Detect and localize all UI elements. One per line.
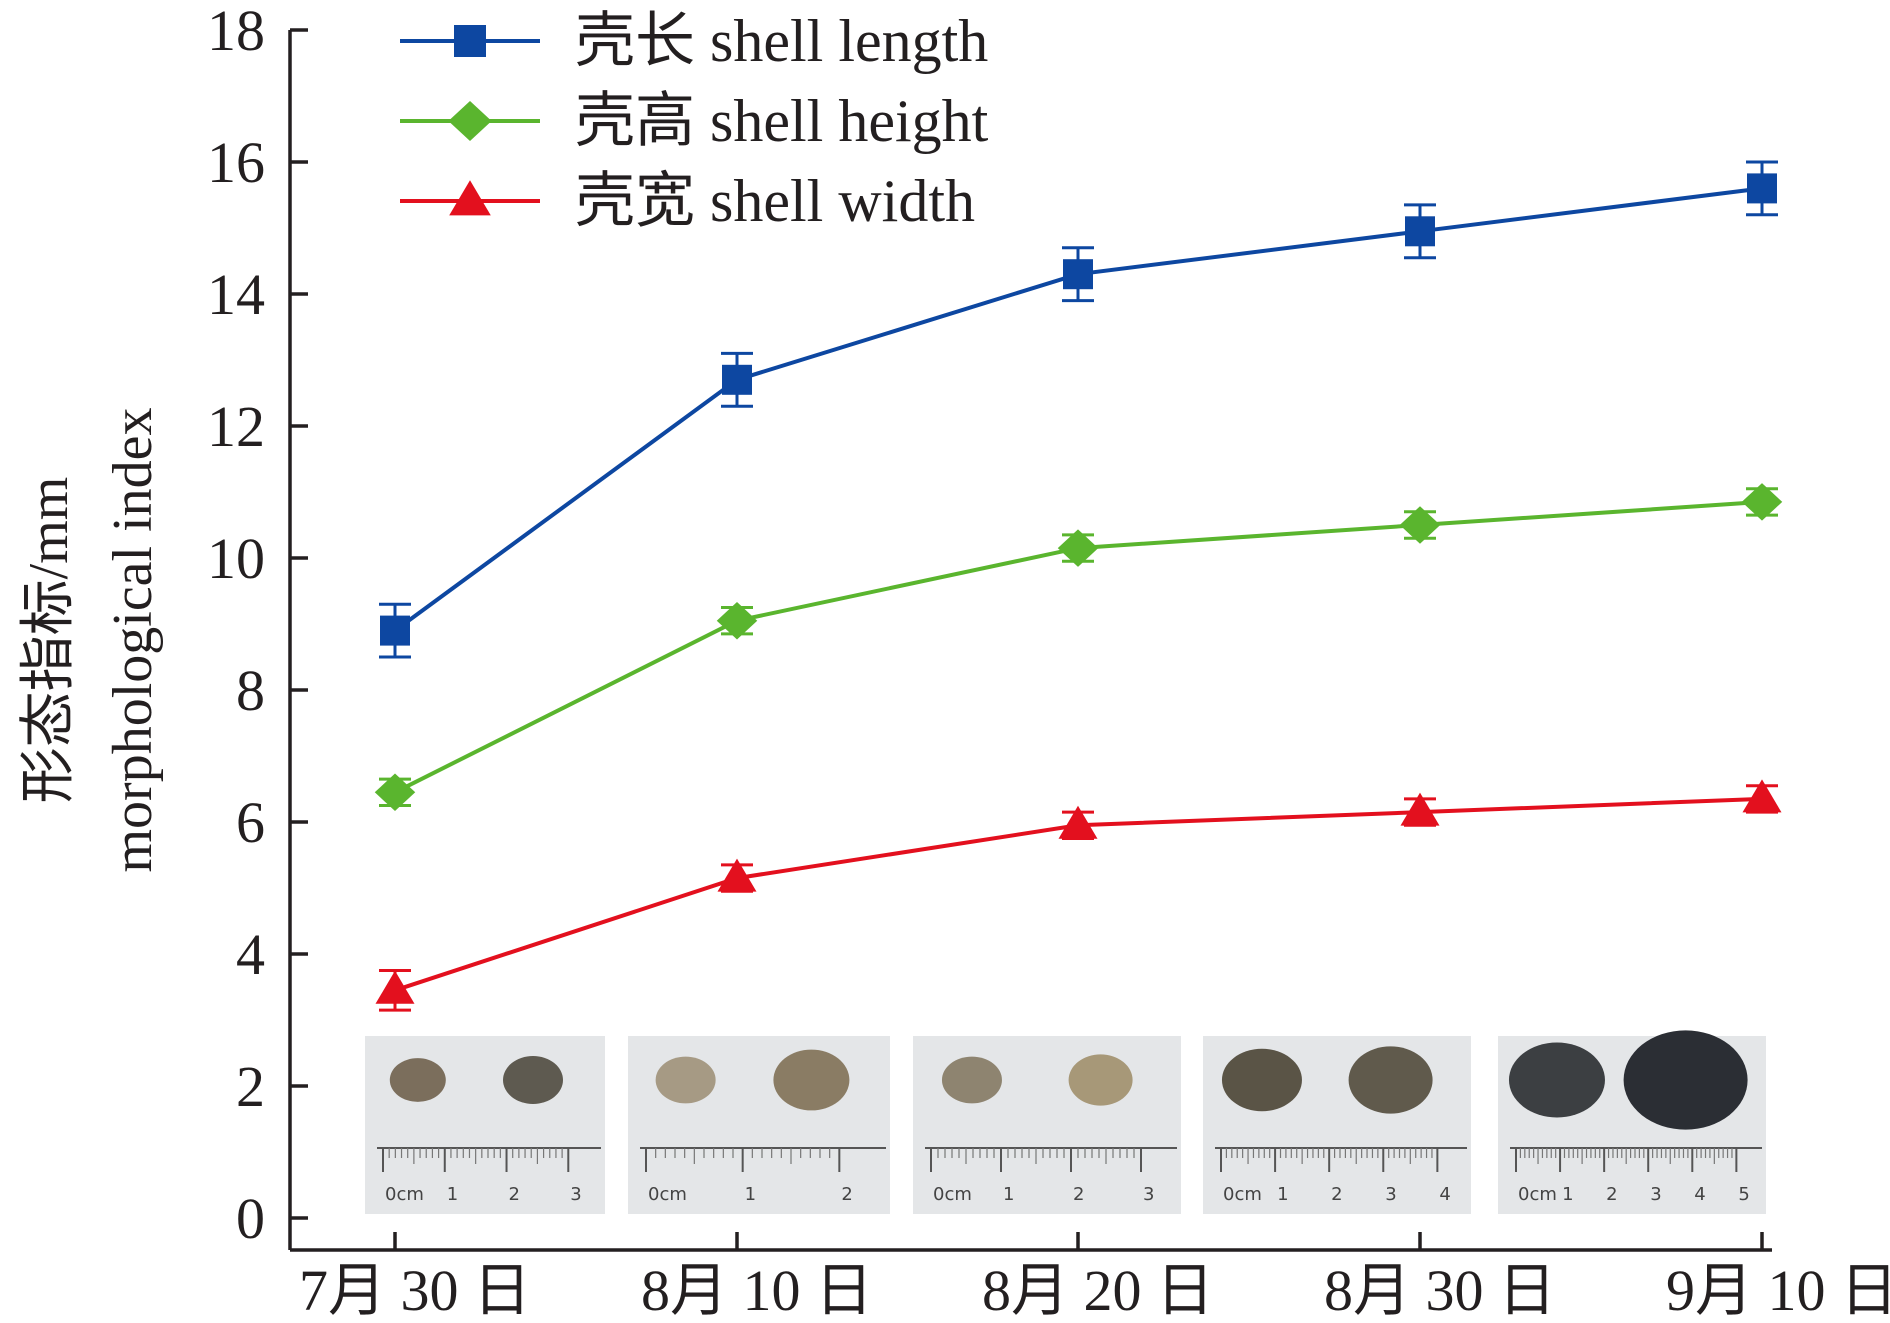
ruler-label: 3 [1650, 1184, 1661, 1205]
data-point-diamond [1741, 483, 1783, 521]
ruler-label: 4 [1694, 1184, 1705, 1205]
ruler-label: 1 [1277, 1184, 1288, 1205]
shell-photo: 0cm 1 2 3 4 5 [1498, 1030, 1766, 1214]
ruler-label: 2 [1606, 1184, 1617, 1205]
shell-image [1623, 1030, 1748, 1130]
data-point-diamond [1399, 506, 1441, 544]
data-point-square [1063, 259, 1093, 290]
shell-image [941, 1056, 1002, 1104]
ruler-label: 1 [1003, 1184, 1014, 1205]
data-point-triangle [449, 180, 491, 216]
y-tick-label: 14 [207, 262, 265, 327]
y-tick-label: 4 [236, 922, 265, 987]
ruler-label: 1 [1562, 1184, 1573, 1205]
ruler-label: 4 [1439, 1184, 1450, 1205]
shell-photos: 0cm 1 2 3 0cm 1 2 0cm 1 2 3 0cm 1 2 3 4 0cm 1 2 3 4 5 [365, 1030, 1766, 1214]
x-tick-label: 8月 30 日 [1324, 1258, 1556, 1323]
data-point-square [1405, 216, 1435, 247]
y-tick-label: 8 [236, 658, 265, 723]
legend-item: 壳长 shell length [400, 8, 988, 74]
data-point-triangle [717, 858, 757, 892]
legend-label: 壳长 shell length [575, 8, 988, 74]
shell-image [1068, 1054, 1133, 1106]
data-point-triangle [1400, 792, 1440, 826]
data-point-square [1747, 173, 1777, 204]
ruler-label: 1 [447, 1184, 458, 1205]
ruler-label: 2 [1073, 1184, 1084, 1205]
shell-image [773, 1049, 850, 1111]
shell-image [655, 1056, 716, 1104]
shell-image [1508, 1042, 1605, 1118]
ruler-label: 3 [1385, 1184, 1396, 1205]
data-point-diamond [716, 601, 758, 640]
y-tick-label: 12 [207, 394, 265, 459]
shell-photo: 0cm 1 2 3 4 [1203, 1036, 1471, 1214]
y-axis-title-cn: 形态指标/mm [18, 477, 80, 804]
x-tick-label: 8月 10 日 [641, 1258, 873, 1323]
shell-image [503, 1056, 563, 1104]
legend: 壳长 shell length 壳高 shell height 壳宽 shell w… [400, 8, 989, 234]
ruler-label: 1 [745, 1184, 756, 1205]
x-tick-label: 7月 30 日 [299, 1258, 531, 1323]
shell-image [1221, 1048, 1302, 1112]
shell-photo: 0cm 1 2 3 [365, 1036, 605, 1214]
data-point-square [380, 615, 410, 646]
ruler-label: 0cm [1518, 1184, 1557, 1205]
data-point-diamond [448, 101, 492, 141]
legend-label: 壳高 shell height [575, 88, 989, 154]
legend-item: 壳高 shell height [400, 88, 989, 154]
series-square [379, 160, 1778, 659]
legend-item: 壳宽 shell width [400, 168, 975, 234]
shell-photo: 0cm 1 2 [628, 1036, 890, 1214]
y-tick-label: 0 [236, 1186, 265, 1251]
legend-label: 壳宽 shell width [575, 168, 975, 234]
ruler-label: 0cm [385, 1184, 424, 1205]
y-tick-label: 16 [207, 130, 265, 195]
series-layer [374, 160, 1783, 1012]
shell-image [1348, 1046, 1433, 1114]
x-tick-label: 9月 10 日 [1666, 1258, 1890, 1323]
data-point-diamond [374, 773, 416, 812]
y-tick-label: 6 [236, 790, 265, 855]
ruler-label: 0cm [648, 1184, 687, 1205]
shell-image [389, 1058, 446, 1102]
y-ticks: 0 2 4 6 8 10 12 14 16 18 [207, 0, 308, 1251]
ruler-label: 2 [509, 1184, 520, 1205]
data-point-triangle [1742, 779, 1782, 813]
x-tick-label: 8月 20 日 [982, 1258, 1214, 1323]
y-tick-label: 2 [236, 1054, 265, 1119]
y-axis-title-en: morphological index [102, 407, 164, 872]
series-triangle [375, 779, 1782, 1012]
data-point-square [722, 364, 752, 395]
ruler-label: 0cm [933, 1184, 972, 1205]
x-ticks: 7月 30 日 8月 10 日 8月 20 日 8月 30 日 9月 10 日 [299, 1232, 1890, 1323]
ruler-label: 2 [841, 1184, 852, 1205]
data-point-square [454, 25, 486, 57]
ruler-label: 0cm [1223, 1184, 1262, 1205]
ruler-label: 5 [1738, 1184, 1749, 1205]
series-diamond [374, 483, 1783, 812]
axes: 形态指标/mm morphological index [18, 30, 1772, 1252]
ruler-label: 2 [1331, 1184, 1342, 1205]
data-point-diamond [1057, 529, 1099, 567]
data-point-triangle [1058, 805, 1098, 839]
ruler-label: 3 [1143, 1184, 1154, 1205]
shell-photo: 0cm 1 2 3 [913, 1036, 1181, 1214]
data-point-triangle [375, 970, 415, 1004]
ruler-label: 3 [570, 1184, 581, 1205]
y-tick-label: 18 [207, 0, 265, 63]
y-tick-label: 10 [207, 526, 265, 591]
